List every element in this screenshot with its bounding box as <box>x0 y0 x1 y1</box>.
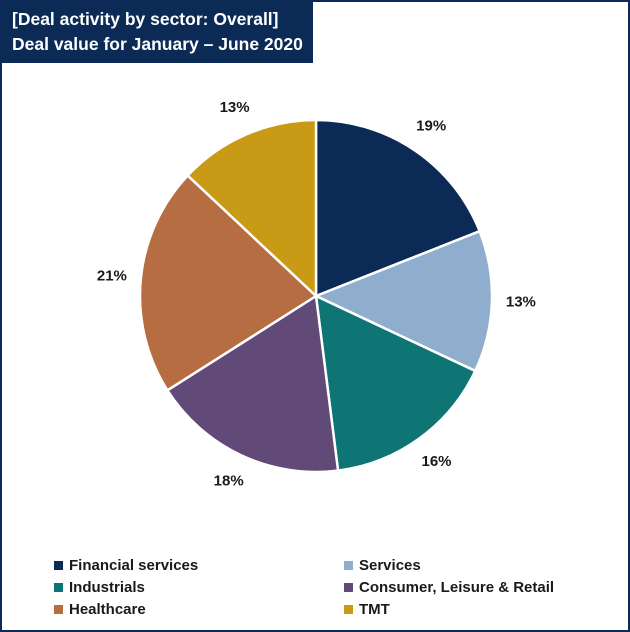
legend-swatch <box>54 604 63 614</box>
legend-swatch <box>344 560 353 570</box>
legend-label: Services <box>359 556 421 574</box>
chart-title: [Deal activity by sector: Overall] <box>12 9 279 29</box>
legend-label: Financial services <box>69 556 199 574</box>
pie-slice-healthcare <box>138 173 319 393</box>
legend-label: Healthcare <box>69 600 146 618</box>
legend-swatch <box>344 582 353 592</box>
pie-slices <box>138 118 494 474</box>
pie-value-label: 18% <box>214 472 244 489</box>
legend-item-tmt: TMT <box>344 599 594 619</box>
pie-value-label: 13% <box>506 293 536 310</box>
legend-item-industrials: Industrials <box>54 577 344 597</box>
pie-slice-consumer-leisure-retail <box>165 293 340 474</box>
legend-swatch <box>344 604 353 614</box>
legend-item-financial-services: Financial services <box>54 555 344 575</box>
chart-legend: Financial services Services Industrials … <box>54 555 594 619</box>
pie-slice-services <box>312 229 494 373</box>
chart-subtitle: Deal value for January – June 2020 <box>12 34 303 54</box>
pie-value-label: 16% <box>421 453 451 470</box>
pie-value-label: 21% <box>97 268 127 285</box>
legend-swatch <box>54 582 63 592</box>
legend-swatch <box>54 560 63 570</box>
legend-item-consumer-leisure-retail: Consumer, Leisure & Retail <box>344 577 594 597</box>
pie-value-label: 19% <box>416 117 446 134</box>
pie-slice-industrials <box>314 293 477 473</box>
legend-item-services: Services <box>344 555 594 575</box>
pie-chart: 19% 13% 16% 18% 21% 13% <box>97 99 536 490</box>
pie-slice-tmt <box>185 118 318 299</box>
pie-slice-financial-services <box>314 118 482 298</box>
legend-item-healthcare: Healthcare <box>54 599 344 619</box>
legend-label: TMT <box>359 600 390 618</box>
pie-value-label: 13% <box>220 99 250 116</box>
pie-labels: 19% 13% 16% 18% 21% 13% <box>97 99 536 490</box>
legend-label: Industrials <box>69 578 145 596</box>
chart-title-box: [Deal activity by sector: Overall] Deal … <box>2 2 313 63</box>
legend-label: Consumer, Leisure & Retail <box>359 578 555 596</box>
